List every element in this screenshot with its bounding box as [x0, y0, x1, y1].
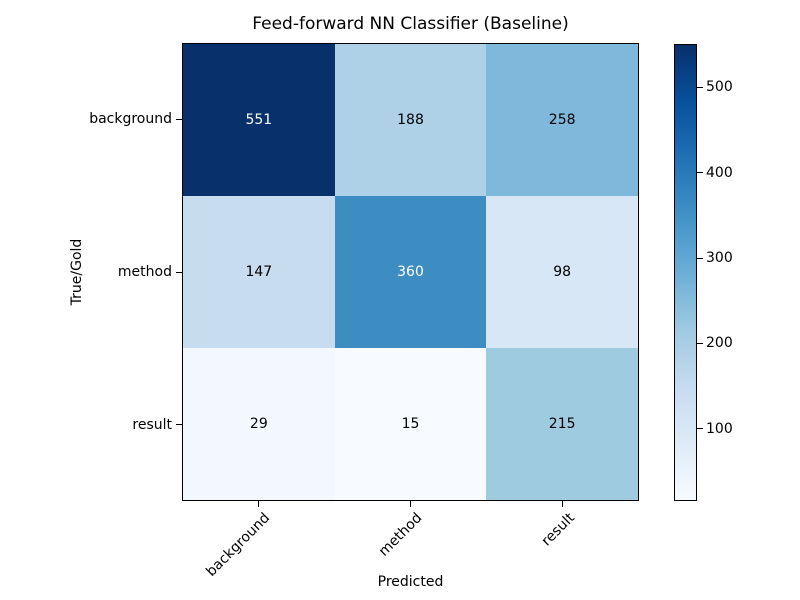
- colorbar-tick-mark: [697, 342, 703, 344]
- y-tick-mark: [176, 271, 182, 273]
- colorbar-tick-mark: [697, 428, 703, 430]
- y-tick-mark: [176, 424, 182, 426]
- heatmap-cell: 258: [486, 44, 638, 196]
- y-tick-label: method: [117, 264, 172, 280]
- x-tick-mark: [257, 501, 259, 507]
- x-tick-mark: [410, 501, 411, 507]
- colorbar: [674, 44, 697, 501]
- colorbar-tick-label: 100: [706, 420, 733, 437]
- y-axis-label: True/Gold: [69, 238, 85, 306]
- cell-value: 147: [245, 264, 273, 280]
- colorbar-tick-mark: [697, 86, 703, 88]
- heatmap-cell: 147: [183, 196, 335, 348]
- cell-value: 98: [553, 264, 572, 280]
- colorbar-tick-mark: [697, 172, 703, 174]
- y-tick-label: result: [132, 416, 172, 433]
- heatmap-cell: 360: [334, 196, 487, 348]
- cell-value: 360: [397, 264, 424, 280]
- x-axis-label: Predicted: [377, 574, 444, 590]
- y-tick-label: background: [89, 111, 172, 128]
- cell-value: 15: [401, 416, 420, 432]
- colorbar-tick-label: 200: [706, 335, 733, 352]
- heatmap-cell: 15: [334, 348, 487, 500]
- x-tick-mark: [562, 501, 564, 507]
- cell-value: 551: [245, 112, 273, 128]
- chart-title: Feed-forward NN Classifier (Baseline): [252, 14, 569, 34]
- heatmap-cell: 188: [334, 44, 487, 196]
- colorbar-tick-mark: [697, 257, 703, 259]
- colorbar-tick-label: 300: [706, 250, 733, 266]
- heatmap-cell: 551: [183, 44, 335, 196]
- colorbar-tick-label: 500: [706, 79, 733, 96]
- heatmap-cell: 29: [183, 348, 335, 500]
- x-tick-label: background: [203, 510, 274, 580]
- heatmap-grid: 551 188 258 147 360 98 29 15 215: [182, 43, 639, 501]
- y-tick-mark: [176, 118, 182, 120]
- colorbar-tick-label: 400: [706, 164, 733, 181]
- heatmap-cell: 98: [486, 196, 638, 348]
- x-tick-label: result: [538, 510, 579, 550]
- cell-value: 29: [249, 416, 268, 432]
- cell-value: 188: [397, 112, 424, 128]
- x-tick-label: method: [376, 510, 426, 560]
- heatmap-cell: 215: [486, 348, 638, 500]
- cell-value: 258: [548, 112, 576, 128]
- cell-value: 215: [548, 416, 576, 432]
